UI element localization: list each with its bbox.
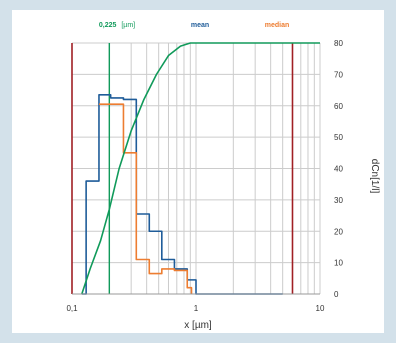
x-tick-label: 0,1 (66, 304, 78, 313)
y-tick-label: 80 (334, 39, 343, 48)
y-tick-label: 60 (334, 102, 343, 111)
y-axis-title: dCn[1/l] (369, 159, 380, 194)
series-median (98, 103, 193, 294)
limit-lines (71, 43, 294, 294)
series (81, 42, 320, 295)
y-tick-label: 50 (334, 133, 343, 142)
series-mean (81, 93, 283, 295)
y-tick-label: 0 (334, 290, 339, 299)
y-tick-label: 30 (334, 196, 343, 205)
x-tick-label: 10 (316, 304, 325, 313)
y-tick-label: 10 (334, 259, 343, 268)
axes: 0 10 20 30 40 50 60 70 80 0,1 1 10 (66, 39, 343, 313)
median-legend: median (265, 22, 290, 29)
y-tick-label: 70 (334, 70, 343, 79)
chart-panel: 0 10 20 30 40 50 60 70 80 0,1 1 10 0,225 [µm] mean … (12, 10, 384, 333)
y-tick-label: 40 (334, 165, 343, 174)
value-label: 0,225 (99, 22, 117, 29)
x-axis-title: x [µm] (184, 320, 212, 331)
x-tick-label: 1 (194, 304, 199, 313)
mean-legend: mean (191, 22, 209, 29)
series-cumulative (81, 42, 320, 295)
value-legend: 0,225 [µm] (99, 22, 135, 29)
grid (71, 42, 321, 295)
y-tick-label: 20 (334, 227, 343, 236)
value-unit: [µm] (121, 22, 135, 29)
